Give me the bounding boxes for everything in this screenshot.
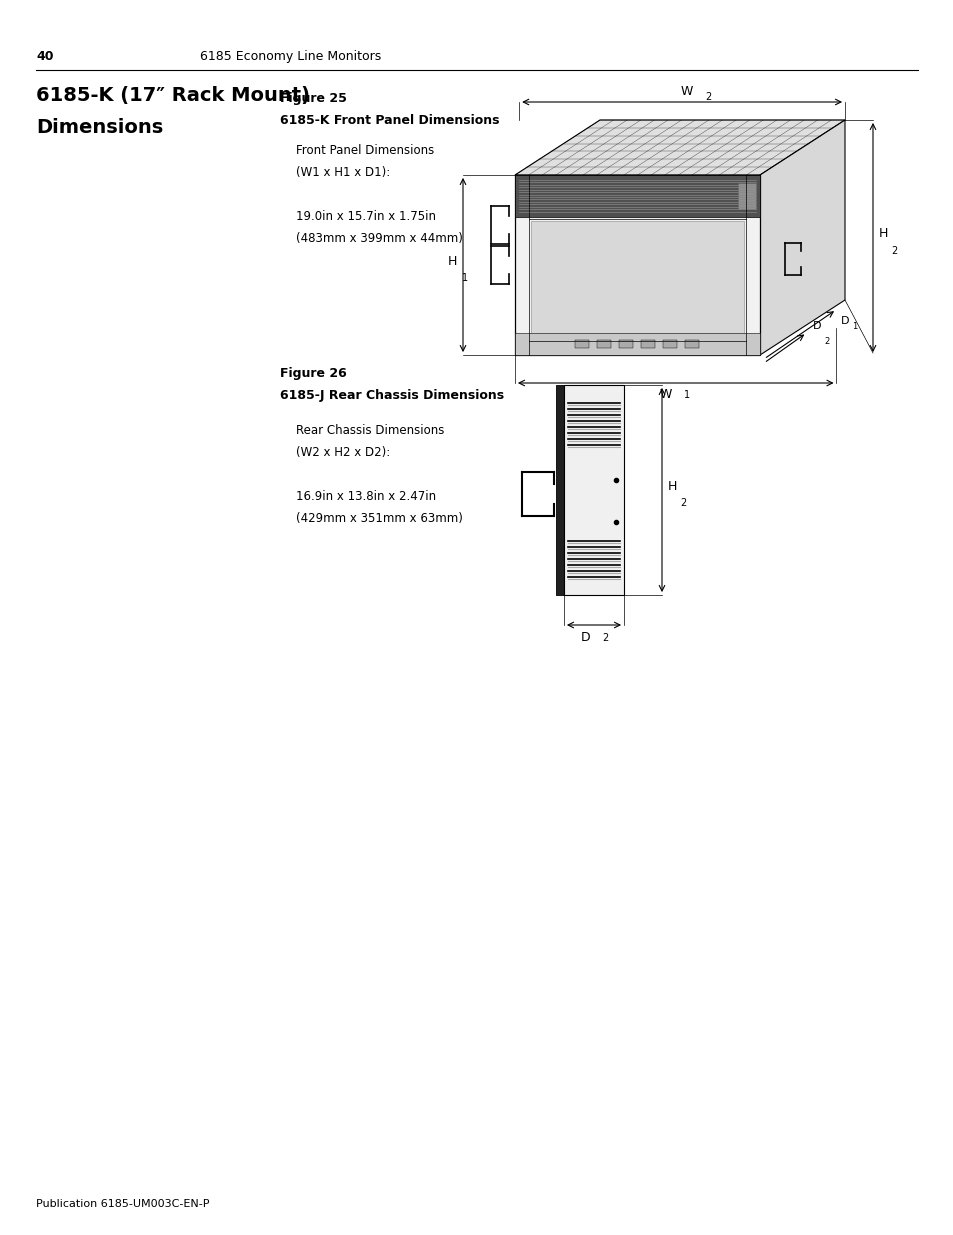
Text: W: W — [659, 388, 671, 401]
Polygon shape — [515, 175, 760, 354]
Text: (483mm x 399mm x 44mm): (483mm x 399mm x 44mm) — [295, 232, 462, 245]
Bar — [640, 340, 655, 348]
Text: D: D — [812, 321, 821, 331]
Text: Figure 26: Figure 26 — [280, 367, 346, 380]
Text: H: H — [447, 254, 456, 268]
Bar — [662, 340, 677, 348]
Text: Dimensions: Dimensions — [36, 119, 163, 137]
Text: H: H — [878, 227, 887, 240]
Polygon shape — [531, 221, 743, 338]
Polygon shape — [760, 120, 844, 354]
Text: 6185-J Rear Chassis Dimensions: 6185-J Rear Chassis Dimensions — [280, 389, 503, 403]
Text: 2: 2 — [890, 246, 897, 256]
Text: H: H — [667, 479, 677, 493]
Text: 6185 Economy Line Monitors: 6185 Economy Line Monitors — [200, 49, 381, 63]
Bar — [738, 183, 755, 209]
Polygon shape — [515, 120, 844, 175]
Text: 1: 1 — [852, 321, 857, 331]
Polygon shape — [515, 333, 760, 354]
Text: Front Panel Dimensions: Front Panel Dimensions — [295, 144, 434, 157]
Text: 40: 40 — [36, 49, 53, 63]
Text: 6185-K (17″ Rack Mount): 6185-K (17″ Rack Mount) — [36, 86, 310, 105]
Text: 19.0in x 15.7in x 1.75in: 19.0in x 15.7in x 1.75in — [295, 210, 436, 224]
Bar — [575, 340, 588, 348]
Bar — [563, 385, 623, 595]
Text: 2: 2 — [704, 91, 711, 103]
Text: 16.9in x 13.8in x 2.47in: 16.9in x 13.8in x 2.47in — [295, 490, 436, 503]
Text: W: W — [680, 85, 693, 98]
Bar — [556, 385, 563, 595]
Text: D: D — [579, 631, 589, 643]
Bar — [618, 340, 633, 348]
Text: 2: 2 — [601, 634, 608, 643]
Text: Rear Chassis Dimensions: Rear Chassis Dimensions — [295, 424, 444, 437]
Text: (W2 x H2 x D2):: (W2 x H2 x D2): — [295, 446, 390, 459]
Text: 1: 1 — [461, 273, 468, 283]
Text: (429mm x 351mm x 63mm): (429mm x 351mm x 63mm) — [295, 513, 462, 525]
Text: 2: 2 — [679, 498, 685, 508]
Text: 1: 1 — [683, 390, 689, 400]
Text: Figure 25: Figure 25 — [280, 91, 347, 105]
Polygon shape — [515, 175, 760, 217]
Text: (W1 x H1 x D1):: (W1 x H1 x D1): — [295, 165, 390, 179]
Text: 6185-K Front Panel Dimensions: 6185-K Front Panel Dimensions — [280, 114, 499, 127]
Text: Publication 6185-UM003C-EN-P: Publication 6185-UM003C-EN-P — [36, 1199, 210, 1209]
Bar — [597, 340, 610, 348]
Text: 2: 2 — [824, 337, 829, 346]
Bar — [684, 340, 699, 348]
Text: D: D — [840, 315, 848, 326]
